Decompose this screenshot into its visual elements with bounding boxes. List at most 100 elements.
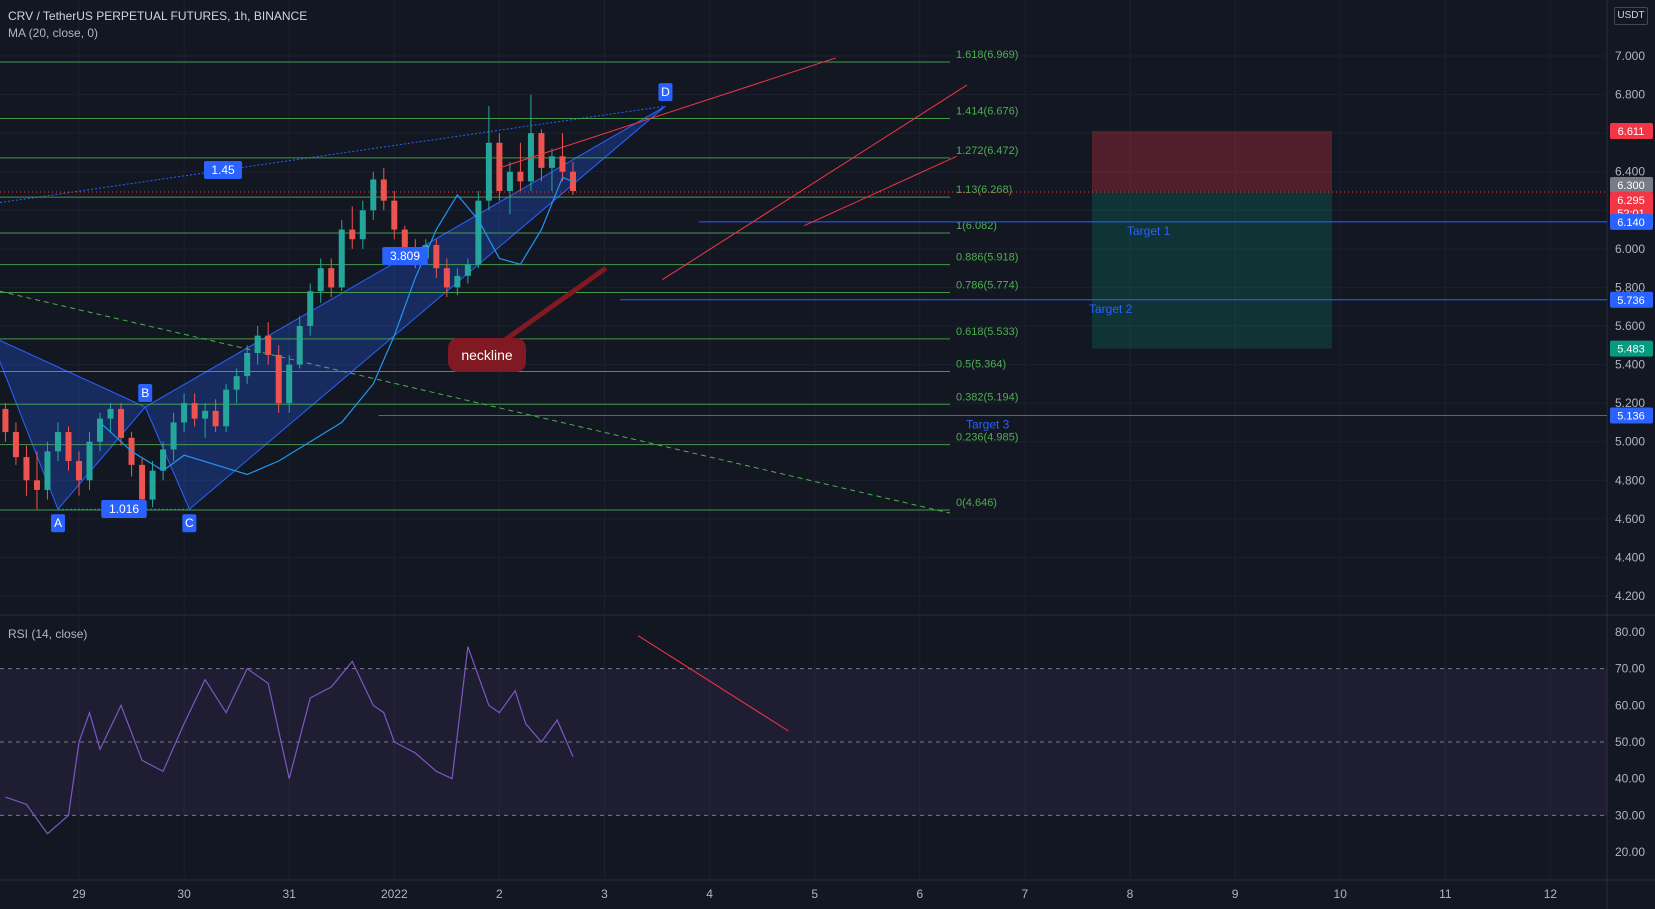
trend-line[interactable] — [662, 84, 968, 281]
fib-level-label: 0.618(5.533) — [956, 326, 1018, 338]
candle-body — [86, 441, 93, 481]
pattern-point-badge[interactable] — [658, 83, 673, 102]
price-tick-label: 4.200 — [1615, 589, 1645, 603]
candle-body — [506, 171, 513, 192]
neckline-callout[interactable] — [448, 338, 526, 372]
candle-body — [517, 171, 524, 182]
candle-body — [286, 364, 293, 404]
symbol-title[interactable]: CRV / TetherUS PERPETUAL FUTURES, 1h, BI… — [8, 9, 308, 23]
candle-body — [76, 461, 82, 481]
fib-level-label: 0.886(5.918) — [956, 252, 1018, 264]
pattern-point-badge[interactable] — [138, 384, 153, 403]
price-tick-label: 6.400 — [1615, 165, 1645, 179]
candle-body — [317, 268, 324, 292]
price-tick-label: 5.200 — [1615, 396, 1645, 410]
candle-body — [202, 410, 209, 419]
fib-extension: 1.618(6.969) 1.414(6.676) 1.272(6.472) 1.13… — [0, 49, 1018, 514]
candle-body — [485, 142, 492, 201]
time-axis[interactable]: 29 30 31 2022 2 3 4 5 6 7 8 9 10 11 12 — [72, 887, 1557, 901]
time-tick-label: 9 — [1232, 887, 1239, 901]
fib-trend-line[interactable] — [0, 290, 951, 514]
ma-line[interactable] — [99, 176, 574, 476]
price-axis-badge — [1610, 340, 1653, 357]
price-tick-label: 5.600 — [1615, 319, 1645, 333]
candle-body — [548, 156, 555, 168]
price-axis-badge — [1610, 123, 1653, 140]
time-tick-label: 12 — [1544, 887, 1558, 901]
candle-body — [538, 133, 545, 168]
fib-level-label: 1.414(6.676) — [956, 105, 1018, 117]
currency-button[interactable]: USDT — [1614, 7, 1648, 25]
trend-line[interactable] — [499, 57, 836, 169]
fib-level-label: 0.382(5.194) — [956, 391, 1018, 403]
pattern-ratio-badge[interactable] — [204, 161, 242, 179]
candle-body — [475, 200, 482, 265]
candle-body — [160, 449, 167, 471]
price-tick-label: 4.600 — [1615, 512, 1645, 526]
price-axis-badge-label: 6.140 — [1617, 217, 1645, 229]
candle-body — [328, 268, 335, 288]
candle-body — [349, 229, 356, 240]
short-position-tool[interactable] — [1092, 131, 1332, 349]
pattern-point-label: D — [661, 85, 670, 99]
price-axis-badge-label: 5.736 — [1617, 295, 1645, 307]
position-stop-zone[interactable] — [1092, 131, 1332, 192]
trend-lines — [499, 57, 968, 281]
candle-body — [149, 470, 156, 500]
candle-body — [380, 179, 387, 201]
price-tick-label: 4.400 — [1615, 550, 1645, 564]
rsi-tick-label: 30.00 — [1615, 808, 1645, 822]
pattern-ratio-badge[interactable] — [101, 500, 147, 518]
pattern-ratio-label: 1.45 — [211, 163, 235, 177]
rsi-line[interactable] — [5, 646, 574, 835]
trend-line[interactable] — [803, 155, 957, 227]
candle-body — [370, 179, 377, 211]
pattern-point-label: A — [54, 516, 62, 530]
position-profit-zone[interactable] — [1092, 191, 1332, 349]
candle-body — [296, 326, 303, 365]
target-label: Target 2 — [1089, 302, 1133, 316]
rsi-legend[interactable]: RSI (14, close) — [8, 627, 88, 641]
candle-body — [454, 275, 461, 288]
target-label: Target 1 — [1127, 224, 1171, 238]
candle-body — [54, 432, 61, 452]
candle-body — [2, 408, 9, 433]
time-tick-label: 30 — [177, 887, 191, 901]
price-axis-badge — [1610, 213, 1653, 230]
pattern-ratio-label: 1.016 — [109, 502, 139, 516]
fib-level-label: 1.618(6.969) — [956, 49, 1018, 61]
price-axis[interactable]: 7.0006.8006.6006.4006.2006.0005.8005.600… — [1610, 49, 1653, 603]
pattern-point-badge[interactable] — [182, 514, 197, 533]
candle-body — [359, 210, 366, 240]
time-tick-label: 2022 — [381, 887, 408, 901]
candle-body — [139, 464, 146, 500]
fib-level-label: 0(4.646) — [956, 497, 997, 509]
rsi-pane: 80.00 70.00 60.00 50.00 40.00 30.00 20.00 — [0, 625, 1645, 859]
fib-level-label: 1.13(6.268) — [956, 184, 1012, 196]
fib-level-label: 1.272(6.472) — [956, 145, 1018, 157]
pattern-point-badge[interactable] — [50, 514, 65, 533]
candle-body — [401, 229, 408, 249]
time-tick-label: 3 — [601, 887, 608, 901]
rsi-tick-label: 60.00 — [1615, 698, 1645, 712]
price-tick-label: 5.000 — [1615, 435, 1645, 449]
target-lines: Target 1 Target 2 Target 3 — [0, 191, 1607, 431]
rsi-divergence-line[interactable] — [637, 635, 789, 732]
candle-body — [212, 410, 219, 427]
rsi-tick-label: 80.00 — [1615, 625, 1645, 639]
candle-body — [338, 229, 345, 288]
time-tick-label: 29 — [72, 887, 86, 901]
time-tick-label: 2 — [496, 887, 503, 901]
pattern-ratio-label: 3.809 — [390, 249, 420, 263]
pattern-ratio-badge[interactable] — [382, 247, 428, 265]
candle-body — [244, 353, 251, 377]
price-axis-badge — [1610, 177, 1653, 194]
ma-legend[interactable]: MA (20, close, 0) — [8, 26, 99, 40]
time-tick-label: 7 — [1022, 887, 1029, 901]
candle-body — [223, 389, 230, 427]
candle-body — [433, 245, 440, 269]
annotations: A B C D 1.45 3.809 1.016 neckline — [50, 83, 673, 533]
candle-body — [44, 451, 51, 490]
